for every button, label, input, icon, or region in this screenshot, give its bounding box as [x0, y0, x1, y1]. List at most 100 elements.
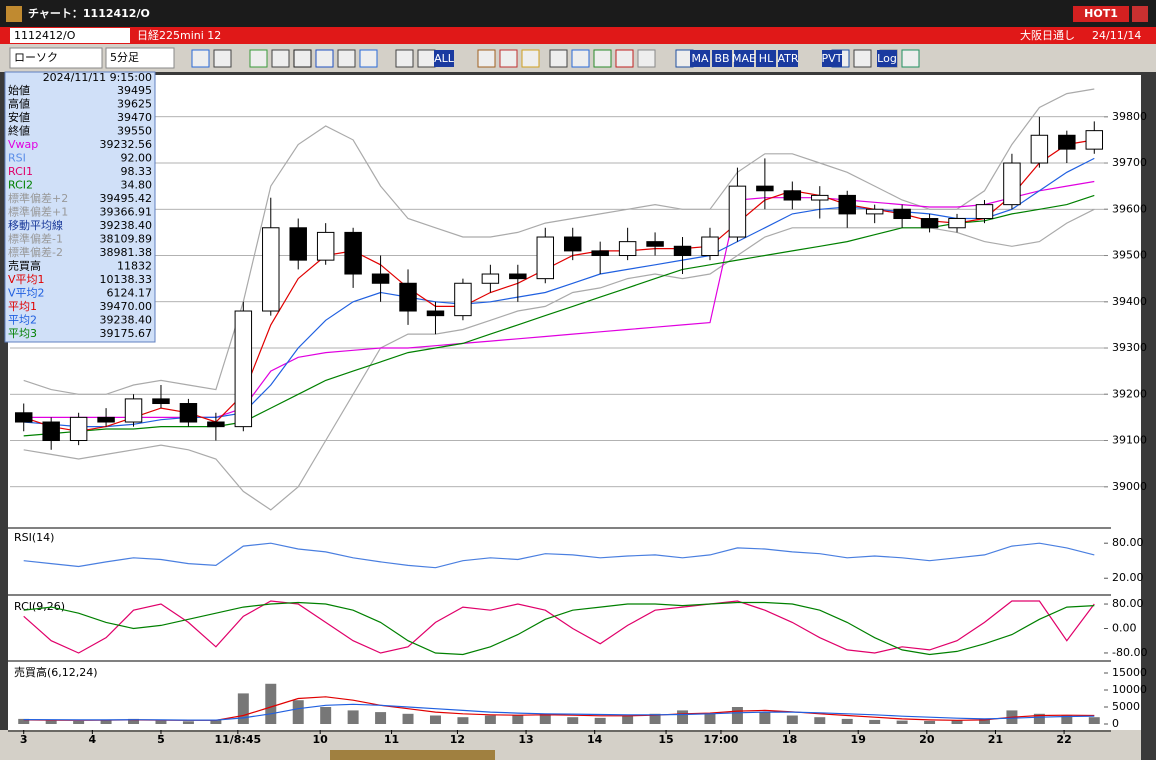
tool-icon[interactable]: [213, 49, 232, 68]
hot-button[interactable]: [1073, 6, 1129, 22]
tool-icon[interactable]: [549, 49, 568, 68]
info-value: 39238.40: [100, 219, 153, 232]
tool-icon[interactable]: [337, 49, 356, 68]
info-value: 39470.00: [100, 300, 153, 313]
tool-icon[interactable]: [417, 49, 436, 68]
volume-bar: [567, 717, 579, 724]
info-value: 34.80: [121, 179, 153, 192]
candle-body: [756, 185, 774, 192]
panel-title: RSI(14): [14, 531, 54, 544]
tool-icon[interactable]: [249, 49, 268, 68]
tool-button[interactable]: [756, 50, 776, 67]
x-axis-bar: [0, 730, 1141, 760]
style-select[interactable]: [9, 47, 103, 69]
info-label: V平均1: [8, 273, 45, 286]
volume-bar: [786, 715, 798, 724]
tool-icon[interactable]: [637, 49, 656, 68]
info-value: 92.00: [121, 152, 153, 165]
info-value: 98.33: [121, 165, 153, 178]
volume-bar: [869, 719, 881, 724]
info-label: 平均3: [8, 327, 37, 340]
candle-body: [1030, 134, 1049, 164]
symbol-input[interactable]: [10, 28, 130, 43]
y-tick-label: 39000: [1112, 480, 1147, 493]
candle-body: [975, 204, 994, 220]
x-tick-label: 10: [313, 733, 329, 746]
tool-button[interactable]: [690, 50, 710, 67]
tool-icon[interactable]: [359, 49, 378, 68]
tool-icon[interactable]: [191, 49, 210, 68]
tool-icon[interactable]: [593, 49, 612, 68]
x-tick-label: 20: [919, 733, 935, 746]
tool-icon[interactable]: [853, 49, 872, 68]
x-tick-label: 15: [658, 733, 673, 746]
tool-icon[interactable]: [901, 49, 920, 68]
x-tick-label: 18: [782, 733, 797, 746]
tool-button[interactable]: [712, 50, 732, 67]
candle-body: [454, 282, 472, 317]
info-label: V平均2: [8, 287, 45, 300]
info-value: 39495: [117, 84, 152, 97]
tool-icon[interactable]: [499, 49, 518, 68]
symbol-bar: [0, 27, 1156, 44]
info-value: 38109.89: [100, 233, 153, 246]
info-value: 6124.17: [107, 287, 153, 300]
y-tick-label: 39600: [1112, 202, 1147, 215]
volume-bar: [182, 721, 194, 724]
info-panel: 2024/11/11 9:15:00 始値 39495 高値 39625 安値 39470 終…: [4, 71, 156, 343]
tool-icon[interactable]: [477, 49, 496, 68]
panel-title: 売買高(6,12,24): [14, 665, 98, 679]
volume-bar: [814, 717, 826, 724]
info-datetime: 2024/11/11 9:15:00: [43, 71, 152, 84]
volume-bar: [622, 715, 634, 724]
date: 24/11/14: [1092, 29, 1141, 42]
info-value: 39232.56: [100, 138, 153, 151]
volume-bar: [402, 713, 414, 724]
volume-bar: [457, 717, 469, 724]
volume-bar: [320, 706, 332, 724]
tool-button[interactable]: [822, 50, 842, 67]
x-tick-label: 11: [384, 733, 399, 746]
volume-bar: [759, 712, 771, 724]
x-tick-label: 17:00: [703, 733, 738, 746]
tool-button[interactable]: [734, 50, 754, 67]
interval-select[interactable]: [105, 47, 175, 69]
candle-body: [591, 250, 609, 257]
tool-icon[interactable]: [395, 49, 414, 68]
candle-body: [536, 236, 555, 280]
tool-icon[interactable]: [293, 49, 312, 68]
symbol-text: 1112412/O: [14, 29, 76, 42]
close-button[interactable]: [1132, 6, 1148, 22]
tool-icon[interactable]: [271, 49, 290, 68]
tool-button[interactable]: [877, 50, 897, 67]
info-label: 終値: [8, 124, 30, 138]
volume-bar: [649, 713, 661, 724]
app-icon: [6, 6, 22, 22]
candle-body: [371, 273, 390, 284]
series-line: [23, 139, 1095, 432]
tool-icon[interactable]: [571, 49, 590, 68]
tool-label: ALL: [434, 52, 455, 65]
tool-icon[interactable]: [521, 49, 540, 68]
tool-icon[interactable]: [615, 49, 634, 68]
x-tick-label: 22: [1056, 733, 1071, 746]
candle-body: [207, 421, 225, 428]
y-tick-label: 15000: [1112, 666, 1147, 679]
candle-body: [948, 218, 966, 229]
volume-bar: [841, 718, 853, 724]
volume-bar: [210, 719, 222, 724]
tool-button[interactable]: [434, 50, 454, 67]
volume-bar: [292, 700, 304, 724]
info-label: 標準偏差+2: [8, 191, 68, 205]
y-tick-label: 39800: [1112, 110, 1147, 123]
scroll-thumb[interactable]: [330, 750, 495, 760]
tool-button[interactable]: [778, 50, 798, 67]
tool-icon[interactable]: [315, 49, 334, 68]
volume-bar: [265, 683, 277, 724]
volume-bar: [375, 712, 387, 724]
interval-text: 5分足: [110, 51, 139, 64]
info-label: 標準偏差-1: [8, 232, 63, 246]
candle-body: [838, 194, 856, 215]
y-tick-label: 39300: [1112, 341, 1147, 354]
